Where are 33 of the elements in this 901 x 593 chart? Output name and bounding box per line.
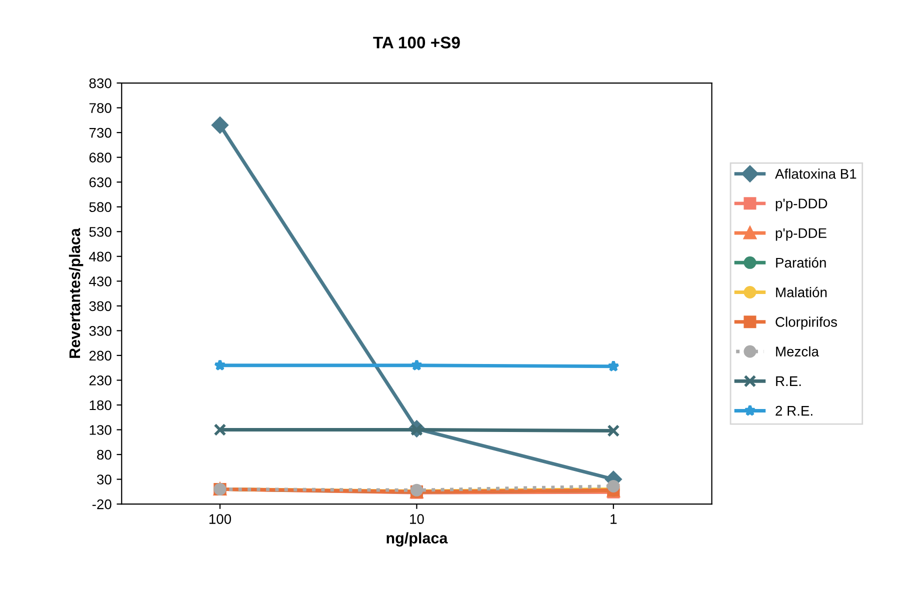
y-tick-label: 30 (96, 474, 112, 484)
legend-label: Aflatoxina B1 (775, 168, 856, 179)
legend-label: p'p-DDD (776, 198, 828, 212)
y-tick-label: 680 (89, 152, 112, 162)
y-tick-label: 180 (90, 400, 112, 410)
y-tick-label: 430 (89, 276, 112, 286)
legend-label: Clorpirifos (776, 316, 837, 330)
y-tick-label: 830 (89, 78, 112, 88)
y-tick-label: 80 (97, 450, 112, 460)
y-tick-label: 730 (89, 128, 112, 138)
y-tick-label: 530 (89, 226, 112, 237)
x-axis-title: ng/placa (386, 532, 448, 547)
y-tick-label: 280 (89, 350, 112, 361)
y-tick-label: 780 (89, 103, 112, 113)
x-tick-label: 10 (410, 514, 424, 524)
y-axis-title: Revertantes/placa (68, 228, 84, 358)
y-tick-label: 230 (89, 376, 112, 386)
y-tick-label: -20 (92, 499, 112, 510)
y-tick-label: 480 (89, 252, 112, 262)
legend-label: Malatión (776, 286, 827, 298)
y-tick-label: 630 (89, 177, 112, 188)
legend-label: 2 R.E. (776, 406, 812, 416)
legend-label: Mezcla (776, 346, 819, 356)
legend-label: Paratión (776, 257, 826, 268)
chart-title: TA 100 +S9 (373, 36, 460, 48)
x-tick-label: 100 (209, 514, 232, 524)
legend-label: R.E. (776, 376, 801, 386)
legend-label: p'p-DDE (776, 228, 826, 241)
x-tick-label: 1 (610, 514, 617, 524)
y-tick-label: 330 (89, 326, 112, 336)
y-tick-label: 580 (89, 202, 112, 212)
y-tick-label: 380 (89, 301, 112, 312)
y-tick-label: 130 (90, 425, 112, 435)
